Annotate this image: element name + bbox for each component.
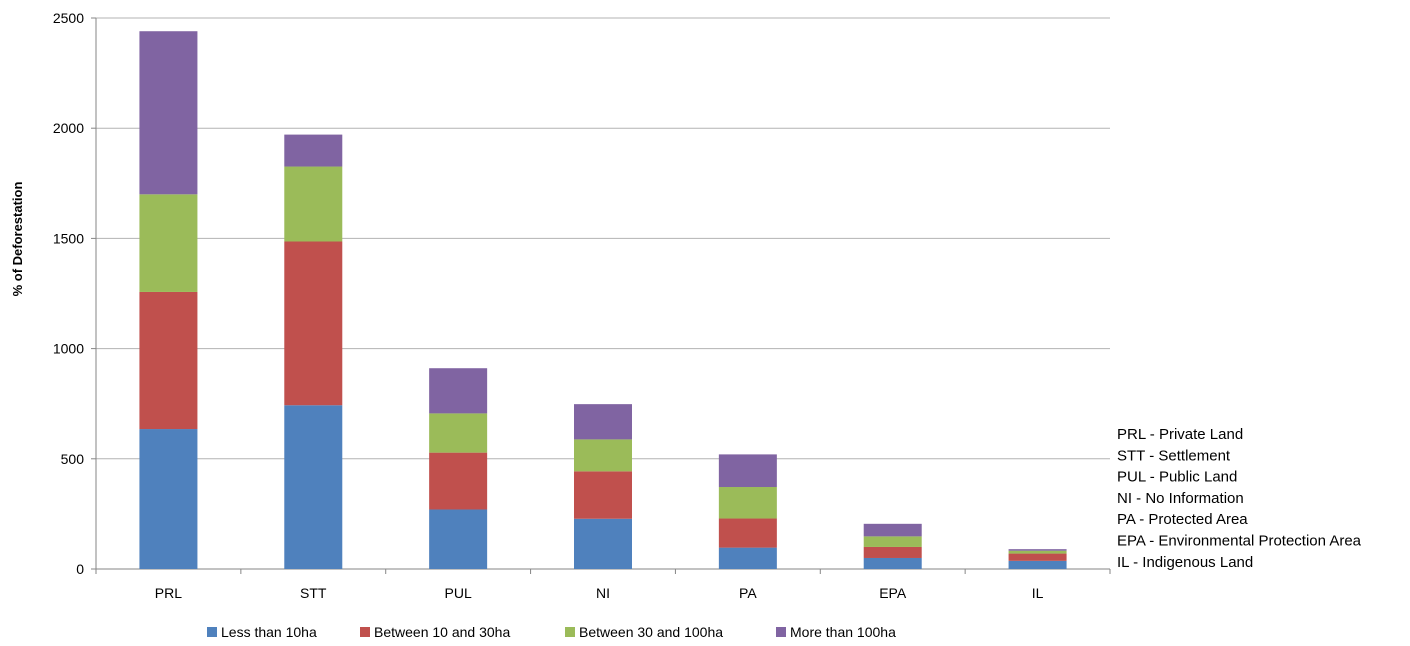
bar-pa-series-4: [718, 454, 777, 488]
y-tick-label: 1000: [53, 341, 84, 357]
legend: Less than 10ha Between 10 and 30ha Between…: [207, 624, 896, 640]
bar-pa-series-1: [718, 547, 777, 569]
x-axis-ticks: PRL STT PUL NI PA EPA IL: [95, 569, 1111, 601]
x-tick-label-pa: PA: [739, 585, 757, 601]
bar-il-series-3: [1008, 550, 1067, 554]
y-tick-label: 0: [76, 561, 84, 577]
legend-label-4: More than 100ha: [790, 624, 896, 640]
bar-ni-series-4: [574, 404, 632, 440]
abbreviation-key-item: PA - Protected Area: [1117, 511, 1248, 528]
bar-prl-series-2: [139, 291, 198, 430]
x-tick-label-prl: PRL: [155, 585, 182, 601]
bar-epa-series-3: [863, 536, 922, 547]
abbreviation-key-item: EPA - Environmental Protection Area: [1117, 533, 1362, 550]
x-tick-label-stt: STT: [300, 585, 327, 601]
bar-ni-series-2: [574, 471, 632, 519]
bar-epa-series-1: [863, 557, 922, 569]
y-tick-label: 500: [61, 451, 85, 467]
legend-label-2: Between 10 and 30ha: [374, 624, 510, 640]
bars: [139, 31, 1067, 569]
bar-il-series-4: [1008, 549, 1067, 551]
bar-prl-series-4: [139, 31, 198, 195]
legend-label-1: Less than 10ha: [221, 624, 317, 640]
abbreviation-key-item: PUL - Public Land: [1117, 469, 1237, 486]
bar-prl-series-1: [139, 429, 198, 569]
bar-stt-series-1: [284, 405, 343, 569]
bar-stt-series-2: [284, 241, 343, 406]
bar-pa-series-3: [718, 487, 777, 519]
bar-pul-series-2: [429, 452, 488, 510]
bar-pul-series-1: [429, 509, 488, 569]
bar-epa-series-4: [863, 523, 922, 537]
bar-pa-series-2: [718, 518, 777, 548]
x-tick-label-il: IL: [1032, 585, 1044, 601]
x-tick-label-pul: PUL: [445, 585, 472, 601]
legend-swatch-4: [776, 627, 786, 637]
legend-label-3: Between 30 and 100ha: [579, 624, 723, 640]
abbreviation-key: PRL - Private Land STT - Settlement PUL - …: [1117, 426, 1362, 571]
abbreviation-key-item: PRL - Private Land: [1117, 426, 1243, 443]
bar-epa-series-2: [863, 546, 922, 558]
bar-ni-series-1: [574, 518, 632, 569]
legend-swatch-2: [360, 627, 370, 637]
x-tick-label-epa: EPA: [879, 585, 907, 601]
bar-pul-series-3: [429, 413, 488, 453]
x-tick-label-ni: NI: [596, 585, 610, 601]
legend-swatch-1: [207, 627, 217, 637]
y-tick-label: 2000: [53, 120, 84, 136]
y-tick-label: 1500: [53, 230, 84, 246]
bar-il-series-1: [1008, 560, 1067, 569]
abbreviation-key-item: NI - No Information: [1117, 490, 1244, 507]
y-tick-label: 2500: [53, 10, 84, 26]
abbreviation-key-item: IL - Indigenous Land: [1117, 554, 1253, 571]
gridlines: [96, 17, 1110, 460]
bar-pul-series-4: [429, 368, 488, 414]
y-axis-ticks: 0 500 1000 1500 2000 2500: [53, 10, 96, 577]
bar-stt-series-3: [284, 166, 343, 242]
legend-swatch-3: [565, 627, 575, 637]
bar-stt-series-4: [284, 134, 343, 167]
y-axis-label: % of Deforestation: [10, 182, 25, 297]
bar-prl-series-3: [139, 194, 198, 292]
bar-ni-series-3: [574, 439, 632, 472]
abbreviation-key-item: STT - Settlement: [1117, 447, 1231, 464]
bar-il-series-2: [1008, 553, 1067, 561]
